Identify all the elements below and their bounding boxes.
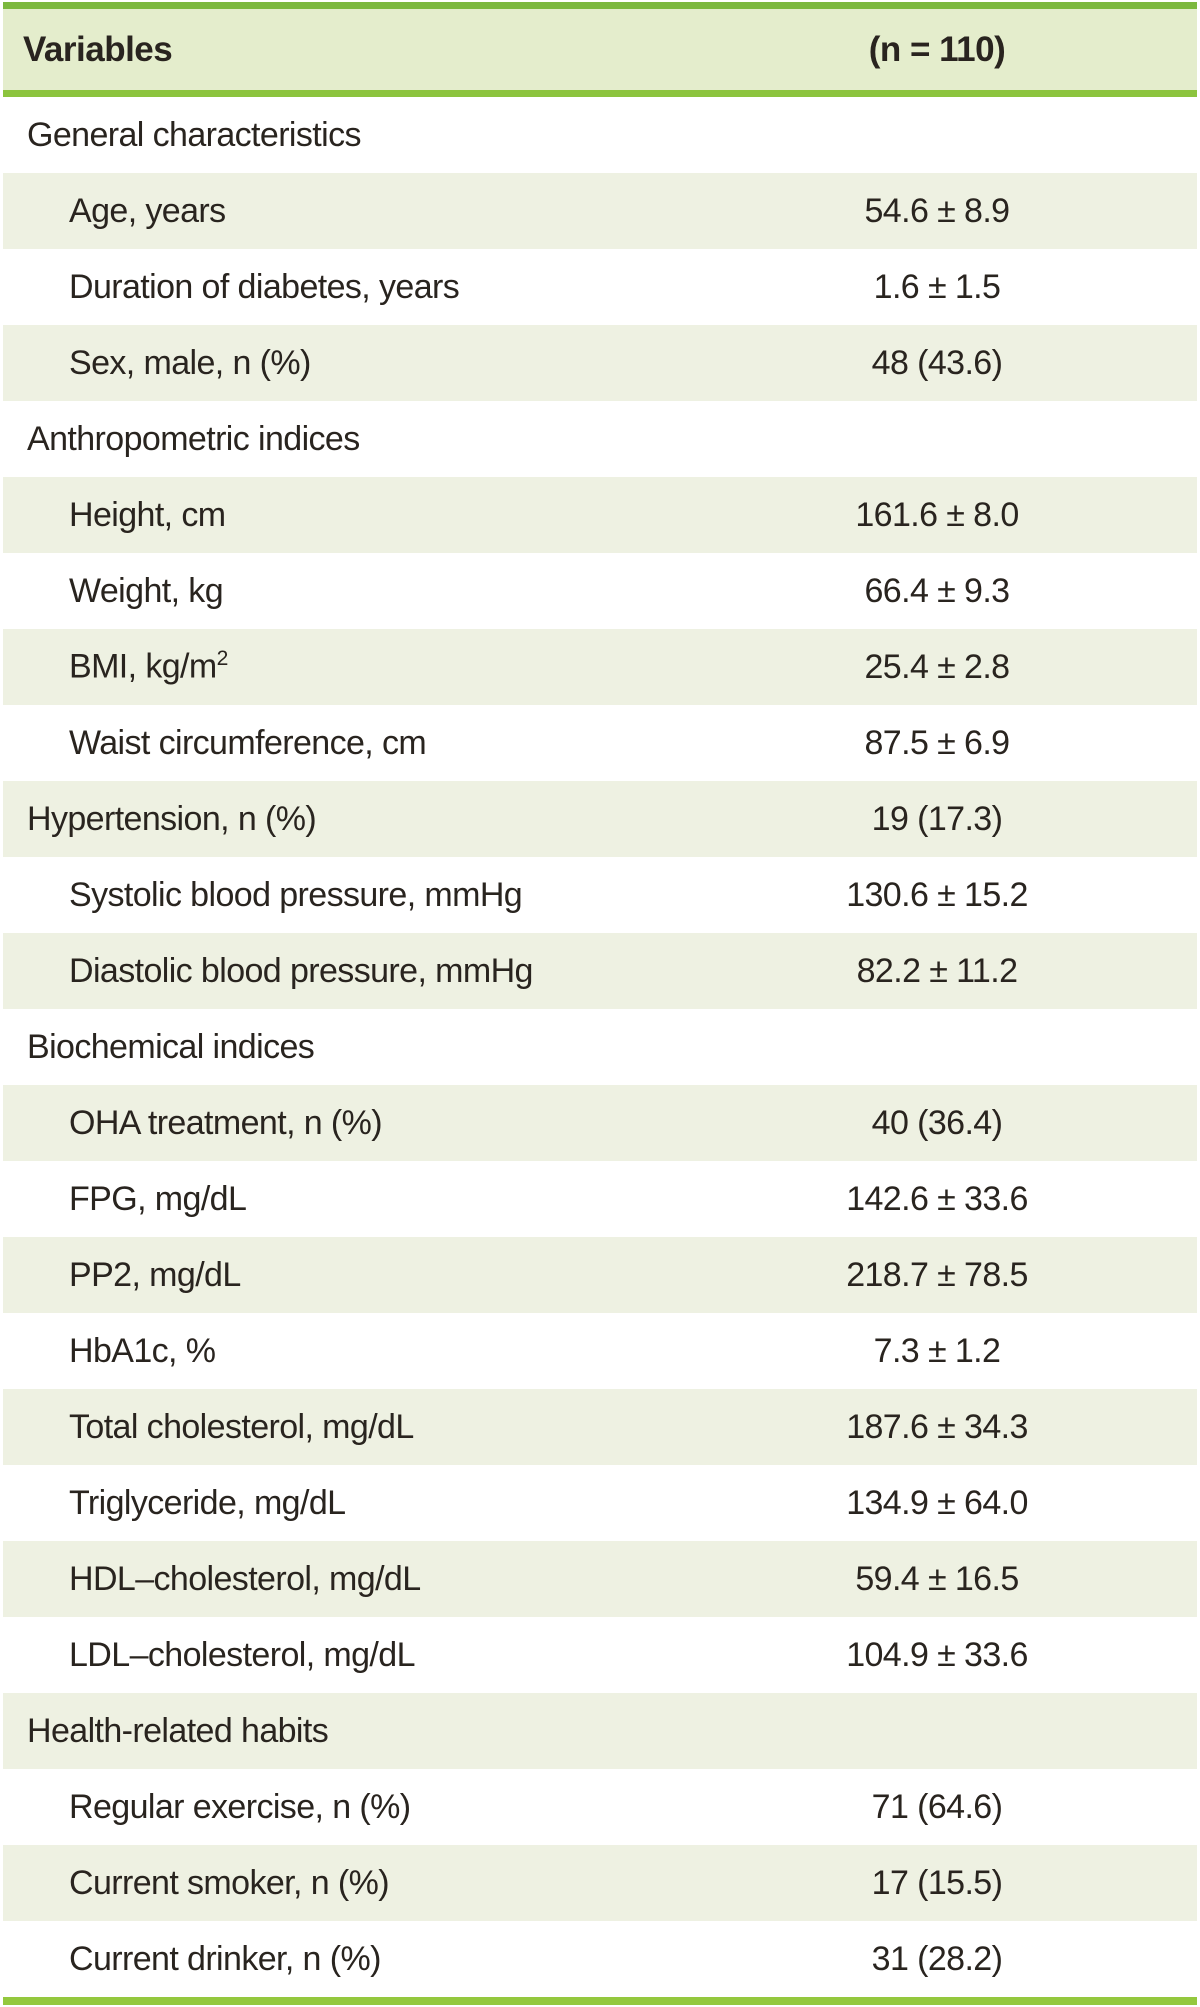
row-value: 40 (36.4) (871, 1103, 1003, 1142)
table-row: BMI, kg/m2 25.4 ± 2.8 (3, 629, 1197, 705)
table-bottom-rule (3, 1997, 1197, 2005)
table-row: Current smoker, n (%) 17 (15.5) (3, 1845, 1197, 1921)
row-value: 71 (64.6) (871, 1787, 1003, 1826)
row-label: HbA1c, % (69, 1331, 216, 1370)
row-label: Weight, kg (69, 571, 224, 610)
section-row: Biochemical indices (3, 1009, 1197, 1085)
table-row: HDL–cholesterol, mg/dL 59.4 ± 16.5 (3, 1541, 1197, 1617)
table-row: Age, years 54.6 ± 8.9 (3, 173, 1197, 249)
table-row: LDL–cholesterol, mg/dL 104.9 ± 33.6 (3, 1617, 1197, 1693)
baseline-characteristics-table: Variables (n = 110) General characterist… (3, 0, 1197, 2005)
row-label: PP2, mg/dL (69, 1255, 241, 1294)
row-value: 17 (15.5) (871, 1863, 1003, 1902)
row-label: Systolic blood pressure, mmHg (69, 875, 523, 914)
row-value: 161.6 ± 8.0 (855, 495, 1019, 534)
row-label: Biochemical indices (27, 1027, 315, 1066)
table-top-rule (3, 2, 1197, 9)
section-row: Health-related habits (3, 1693, 1197, 1769)
table-row: Height, cm 161.6 ± 8.0 (3, 477, 1197, 553)
table-row: Duration of diabetes, years 1.6 ± 1.5 (3, 249, 1197, 325)
row-label: Age, years (69, 191, 226, 230)
row-label: BMI, kg/m2 (69, 647, 229, 686)
table-row: Triglyceride, mg/dL 134.9 ± 64.0 (3, 1465, 1197, 1541)
header-divider-rule (3, 90, 1197, 97)
table-row: Total cholesterol, mg/dL 187.6 ± 34.3 (3, 1389, 1197, 1465)
row-label: Duration of diabetes, years (69, 267, 460, 306)
table-body: General characteristics Age, years 54.6 ± … (3, 97, 1197, 1997)
table-row: Systolic blood pressure, mmHg 130.6 ± 15.… (3, 857, 1197, 933)
row-label: HDL–cholesterol, mg/dL (69, 1559, 421, 1598)
row-value: 66.4 ± 9.3 (864, 571, 1011, 610)
row-value: 7.3 ± 1.2 (873, 1331, 1001, 1370)
section-row: General characteristics (3, 97, 1197, 173)
row-label: Health-related habits (27, 1711, 329, 1750)
row-label: Anthropometric indices (27, 419, 360, 458)
row-label: Current drinker, n (%) (69, 1939, 381, 1978)
row-value: 87.5 ± 6.9 (864, 723, 1011, 762)
row-value: 134.9 ± 64.0 (846, 1483, 1028, 1522)
row-value: 25.4 ± 2.8 (864, 647, 1011, 686)
row-label: LDL–cholesterol, mg/dL (69, 1635, 416, 1674)
table-row: Waist circumference, cm 87.5 ± 6.9 (3, 705, 1197, 781)
row-label: FPG, mg/dL (69, 1179, 247, 1218)
table-row: Hypertension, n (%) 19 (17.3) (3, 781, 1197, 857)
table-row: HbA1c, % 7.3 ± 1.2 (3, 1313, 1197, 1389)
row-label: Current smoker, n (%) (69, 1863, 390, 1902)
row-value: 104.9 ± 33.6 (846, 1635, 1028, 1674)
row-value: 48 (43.6) (871, 343, 1003, 382)
row-label: Total cholesterol, mg/dL (69, 1407, 414, 1446)
row-label: Sex, male, n (%) (69, 343, 311, 382)
table-row: Regular exercise, n (%) 71 (64.6) (3, 1769, 1197, 1845)
superscript: 2 (216, 647, 229, 671)
table-row: Current drinker, n (%) 31 (28.2) (3, 1921, 1197, 1997)
row-label: Height, cm (69, 495, 226, 534)
row-label: Hypertension, n (%) (27, 799, 317, 838)
column-header-variables: Variables (23, 29, 173, 69)
row-value: 142.6 ± 33.6 (846, 1179, 1028, 1218)
row-value: 130.6 ± 15.2 (846, 875, 1028, 914)
row-value: 59.4 ± 16.5 (855, 1559, 1019, 1598)
row-value: 82.2 ± 11.2 (856, 951, 1018, 990)
row-value: 19 (17.3) (871, 799, 1003, 838)
row-value: 54.6 ± 8.9 (864, 191, 1011, 230)
row-label: Regular exercise, n (%) (69, 1787, 411, 1826)
row-value: 31 (28.2) (871, 1939, 1003, 1978)
table-row: PP2, mg/dL 218.7 ± 78.5 (3, 1237, 1197, 1313)
table-header-row: Variables (n = 110) (3, 9, 1197, 90)
table-row: Sex, male, n (%) 48 (43.6) (3, 325, 1197, 401)
row-value: 218.7 ± 78.5 (846, 1255, 1028, 1294)
table-row: OHA treatment, n (%) 40 (36.4) (3, 1085, 1197, 1161)
table-row: Weight, kg 66.4 ± 9.3 (3, 553, 1197, 629)
row-label: OHA treatment, n (%) (69, 1103, 383, 1142)
row-label: Waist circumference, cm (69, 723, 427, 762)
column-header-n: (n = 110) (868, 29, 1006, 69)
row-label: General characteristics (27, 115, 361, 154)
table-row: FPG, mg/dL 142.6 ± 33.6 (3, 1161, 1197, 1237)
table-row: Diastolic blood pressure, mmHg 82.2 ± 11.… (3, 933, 1197, 1009)
section-row: Anthropometric indices (3, 401, 1197, 477)
row-label: Diastolic blood pressure, mmHg (69, 951, 533, 990)
row-label: Triglyceride, mg/dL (69, 1483, 346, 1522)
row-value: 187.6 ± 34.3 (846, 1407, 1028, 1446)
row-value: 1.6 ± 1.5 (873, 267, 1001, 306)
